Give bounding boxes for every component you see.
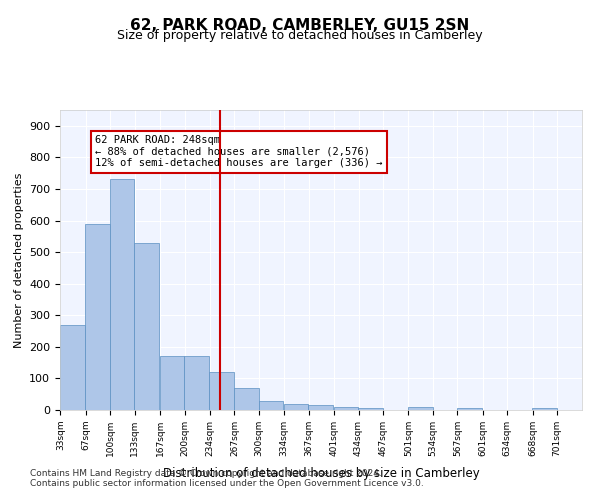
Bar <box>160 356 184 410</box>
Bar <box>60 324 85 410</box>
Y-axis label: Number of detached properties: Number of detached properties <box>14 172 23 348</box>
Bar <box>532 408 557 410</box>
Text: Size of property relative to detached houses in Camberley: Size of property relative to detached ho… <box>117 29 483 42</box>
Text: Contains HM Land Registry data © Crown copyright and database right 2024.: Contains HM Land Registry data © Crown c… <box>30 468 382 477</box>
Bar <box>334 408 358 410</box>
Bar <box>308 406 333 410</box>
Text: 62 PARK ROAD: 248sqm
← 88% of detached houses are smaller (2,576)
12% of semi-de: 62 PARK ROAD: 248sqm ← 88% of detached h… <box>95 136 382 168</box>
Bar <box>134 242 159 410</box>
Text: 62, PARK ROAD, CAMBERLEY, GU15 2SN: 62, PARK ROAD, CAMBERLEY, GU15 2SN <box>130 18 470 32</box>
Bar <box>284 404 308 410</box>
Bar <box>457 408 482 410</box>
X-axis label: Distribution of detached houses by size in Camberley: Distribution of detached houses by size … <box>163 467 479 480</box>
Bar <box>234 388 259 410</box>
Bar <box>259 400 283 410</box>
Text: Contains public sector information licensed under the Open Government Licence v3: Contains public sector information licen… <box>30 478 424 488</box>
Bar <box>184 356 209 410</box>
Bar <box>408 408 433 410</box>
Bar <box>85 224 110 410</box>
Bar <box>110 180 134 410</box>
Bar <box>209 372 234 410</box>
Bar <box>358 408 383 410</box>
